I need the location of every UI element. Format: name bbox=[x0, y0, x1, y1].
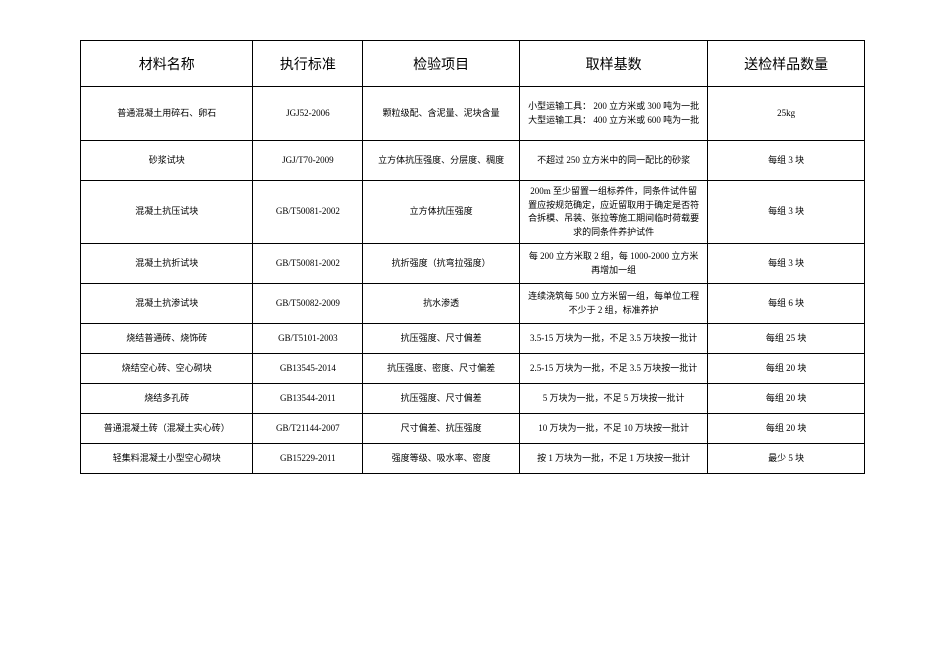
cell-sampling: 5 万块为一批，不足 5 万块按一批计 bbox=[520, 384, 708, 414]
cell-name: 轻集料混凝土小型空心砌块 bbox=[81, 444, 253, 474]
col-header-standard: 执行标准 bbox=[253, 41, 363, 87]
table-row: 烧结空心砖、空心砌块 GB13545-2014 抗压强度、密度、尺寸偏差 2.5… bbox=[81, 354, 865, 384]
cell-standard: GB/T50081-2002 bbox=[253, 244, 363, 284]
cell-name: 混凝土抗渗试块 bbox=[81, 284, 253, 324]
cell-name: 普通混凝土用碎石、卵石 bbox=[81, 87, 253, 141]
col-header-sampling: 取样基数 bbox=[520, 41, 708, 87]
cell-sampling: 3.5-15 万块为一批，不足 3.5 万块按一批计 bbox=[520, 324, 708, 354]
cell-sampling: 10 万块为一批，不足 10 万块按一批计 bbox=[520, 414, 708, 444]
cell-sampling: 按 1 万块为一批，不足 1 万块按一批计 bbox=[520, 444, 708, 474]
cell-quantity: 最少 5 块 bbox=[708, 444, 865, 474]
cell-name: 烧结普通砖、烧饰砖 bbox=[81, 324, 253, 354]
cell-items: 尺寸偏差、抗压强度 bbox=[363, 414, 520, 444]
cell-items: 抗压强度、尺寸偏差 bbox=[363, 384, 520, 414]
cell-quantity: 每组 6 块 bbox=[708, 284, 865, 324]
cell-items: 抗压强度、尺寸偏差 bbox=[363, 324, 520, 354]
cell-quantity: 每组 3 块 bbox=[708, 141, 865, 181]
table-row: 普通混凝土砖（混凝土实心砖） GB/T21144-2007 尺寸偏差、抗压强度 … bbox=[81, 414, 865, 444]
cell-sampling: 200m 至少留置一组标养件，同条件试件留置应按规范确定，应近留取用于确定是否符… bbox=[520, 181, 708, 244]
cell-standard: GB/T50081-2002 bbox=[253, 181, 363, 244]
cell-items: 立方体抗压强度、分层度、稠度 bbox=[363, 141, 520, 181]
cell-name: 混凝土抗折试块 bbox=[81, 244, 253, 284]
table-row: 混凝土抗压试块 GB/T50081-2002 立方体抗压强度 200m 至少留置… bbox=[81, 181, 865, 244]
cell-quantity: 每组 20 块 bbox=[708, 384, 865, 414]
table-row: 普通混凝土用碎石、卵石 JGJ52-2006 颗粒级配、含泥量、泥块含量 小型运… bbox=[81, 87, 865, 141]
table-row: 烧结普通砖、烧饰砖 GB/T5101-2003 抗压强度、尺寸偏差 3.5-15… bbox=[81, 324, 865, 354]
cell-items: 强度等级、吸水率、密度 bbox=[363, 444, 520, 474]
cell-standard: JGJ52-2006 bbox=[253, 87, 363, 141]
cell-items: 抗水渗透 bbox=[363, 284, 520, 324]
cell-items: 立方体抗压强度 bbox=[363, 181, 520, 244]
cell-name: 烧结空心砖、空心砌块 bbox=[81, 354, 253, 384]
cell-sampling: 小型运输工具： 200 立方米或 300 吨为一批大型运输工具： 400 立方米… bbox=[520, 87, 708, 141]
cell-standard: GB/T50082-2009 bbox=[253, 284, 363, 324]
table-body: 普通混凝土用碎石、卵石 JGJ52-2006 颗粒级配、含泥量、泥块含量 小型运… bbox=[81, 87, 865, 474]
cell-sampling: 每 200 立方米取 2 组，每 1000-2000 立方米再增加一组 bbox=[520, 244, 708, 284]
table-header-row: 材料名称 执行标准 检验项目 取样基数 送检样品数量 bbox=[81, 41, 865, 87]
table-row: 混凝土抗渗试块 GB/T50082-2009 抗水渗透 连续浇筑每 500 立方… bbox=[81, 284, 865, 324]
cell-quantity: 25kg bbox=[708, 87, 865, 141]
cell-items: 颗粒级配、含泥量、泥块含量 bbox=[363, 87, 520, 141]
cell-quantity: 每组 20 块 bbox=[708, 354, 865, 384]
col-header-name: 材料名称 bbox=[81, 41, 253, 87]
cell-standard: GB13544-2011 bbox=[253, 384, 363, 414]
cell-name: 普通混凝土砖（混凝土实心砖） bbox=[81, 414, 253, 444]
cell-standard: GB/T5101-2003 bbox=[253, 324, 363, 354]
table-row: 烧结多孔砖 GB13544-2011 抗压强度、尺寸偏差 5 万块为一批，不足 … bbox=[81, 384, 865, 414]
table-row: 轻集料混凝土小型空心砌块 GB15229-2011 强度等级、吸水率、密度 按 … bbox=[81, 444, 865, 474]
table-row: 混凝土抗折试块 GB/T50081-2002 抗折强度（抗弯拉强度） 每 200… bbox=[81, 244, 865, 284]
cell-name: 砂浆试块 bbox=[81, 141, 253, 181]
cell-name: 烧结多孔砖 bbox=[81, 384, 253, 414]
cell-standard: GB15229-2011 bbox=[253, 444, 363, 474]
cell-sampling: 2.5-15 万块为一批，不足 3.5 万块按一批计 bbox=[520, 354, 708, 384]
cell-name: 混凝土抗压试块 bbox=[81, 181, 253, 244]
cell-quantity: 每组 3 块 bbox=[708, 181, 865, 244]
material-standards-table: 材料名称 执行标准 检验项目 取样基数 送检样品数量 普通混凝土用碎石、卵石 J… bbox=[80, 40, 865, 474]
material-standards-table-container: 材料名称 执行标准 检验项目 取样基数 送检样品数量 普通混凝土用碎石、卵石 J… bbox=[0, 0, 945, 514]
col-header-quantity: 送检样品数量 bbox=[708, 41, 865, 87]
cell-quantity: 每组 3 块 bbox=[708, 244, 865, 284]
cell-quantity: 每组 25 块 bbox=[708, 324, 865, 354]
col-header-items: 检验项目 bbox=[363, 41, 520, 87]
table-row: 砂浆试块 JGJ/T70-2009 立方体抗压强度、分层度、稠度 不超过 250… bbox=[81, 141, 865, 181]
cell-standard: JGJ/T70-2009 bbox=[253, 141, 363, 181]
cell-items: 抗压强度、密度、尺寸偏差 bbox=[363, 354, 520, 384]
cell-sampling: 不超过 250 立方米中的同一配比的砂浆 bbox=[520, 141, 708, 181]
cell-standard: GB13545-2014 bbox=[253, 354, 363, 384]
cell-standard: GB/T21144-2007 bbox=[253, 414, 363, 444]
cell-items: 抗折强度（抗弯拉强度） bbox=[363, 244, 520, 284]
cell-quantity: 每组 20 块 bbox=[708, 414, 865, 444]
cell-sampling: 连续浇筑每 500 立方米留一组，每单位工程不少于 2 组，标准养护 bbox=[520, 284, 708, 324]
